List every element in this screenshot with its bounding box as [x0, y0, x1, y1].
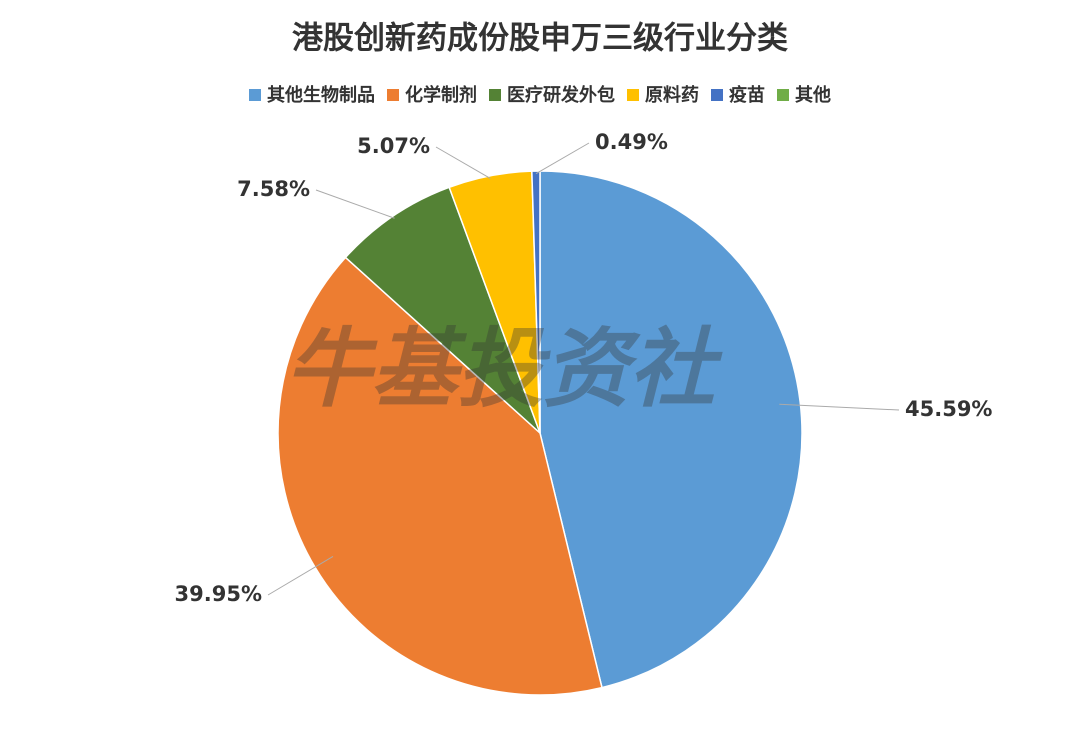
legend-swatch — [387, 89, 399, 101]
pie — [277, 170, 803, 696]
data-label: 45.59% — [905, 397, 992, 421]
legend: 其他生物制品 化学制剂 医疗研发外包 原料药 疫苗 其他 — [249, 84, 831, 106]
legend-item: 其他 — [777, 84, 831, 106]
legend-label: 医疗研发外包 — [507, 84, 615, 106]
legend-swatch — [489, 89, 501, 101]
data-labels: 45.59% 39.95% 7.58% 5.07% 0.49% — [175, 130, 993, 606]
legend-swatch — [249, 89, 261, 101]
legend-label: 疫苗 — [729, 84, 765, 106]
legend-label: 其他 — [795, 84, 831, 106]
legend-item: 疫苗 — [711, 84, 765, 106]
chart-title: 港股创新药成份股申万三级行业分类 — [292, 21, 788, 57]
data-label: 39.95% — [175, 582, 262, 606]
pie-slice — [539, 170, 803, 689]
data-label: 7.58% — [237, 177, 310, 201]
data-label: 0.49% — [595, 130, 668, 154]
leader-line — [267, 556, 334, 596]
legend-label: 化学制剂 — [405, 84, 477, 106]
legend-swatch — [777, 89, 789, 101]
watermark: 牛基投资社 — [285, 319, 723, 419]
leader-line — [315, 189, 395, 219]
pie-slice — [344, 186, 541, 434]
legend-item: 原料药 — [627, 84, 699, 106]
legend-item: 化学制剂 — [387, 84, 477, 106]
legend-swatch — [627, 89, 639, 101]
data-label: 5.07% — [357, 134, 430, 158]
legend-label: 其他生物制品 — [267, 84, 375, 106]
leader-line — [435, 146, 491, 179]
legend-label: 原料药 — [645, 84, 699, 106]
leader-line — [535, 142, 590, 175]
legend-item: 其他生物制品 — [249, 84, 375, 106]
legend-swatch — [711, 89, 723, 101]
leader-line — [779, 403, 900, 411]
legend-item: 医疗研发外包 — [489, 84, 615, 106]
